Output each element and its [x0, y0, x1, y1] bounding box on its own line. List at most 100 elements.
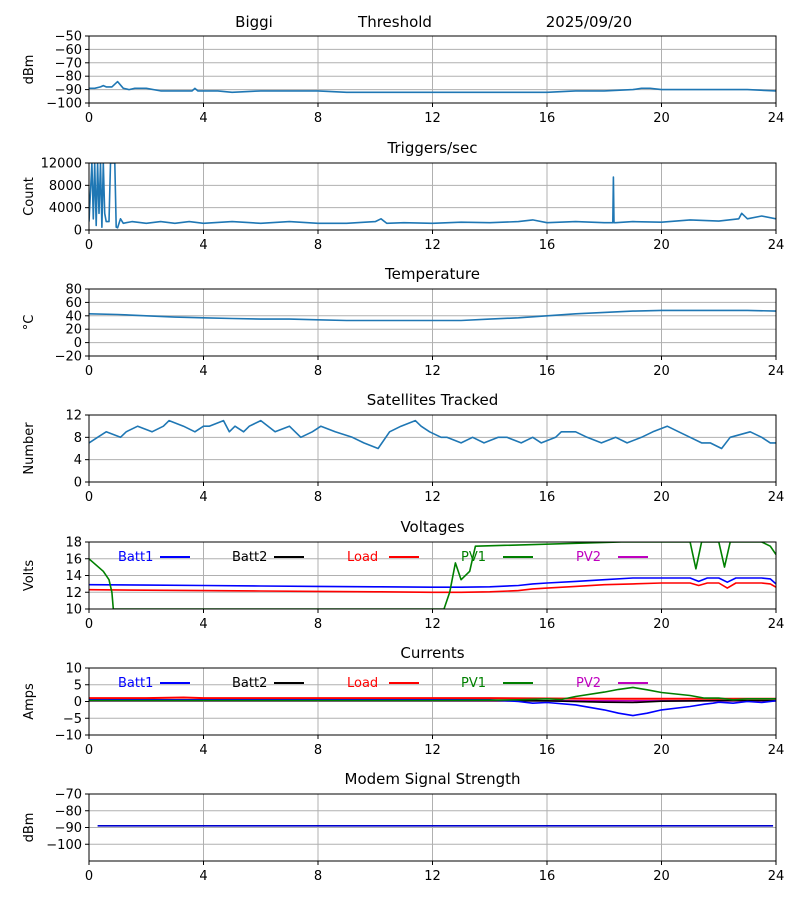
- x-tick-label: 4: [199, 490, 207, 505]
- chart-title: Modem Signal Strength: [345, 770, 521, 788]
- y-tick-label: −70: [55, 56, 82, 71]
- x-tick-label: 8: [314, 490, 322, 505]
- y-tick-label: −100: [46, 838, 82, 853]
- x-tick-label: 20: [653, 364, 670, 379]
- legend-label-pv1: PV1: [461, 676, 486, 691]
- chart-title: Currents: [400, 644, 464, 662]
- chart-satellites: 0 4 8 12 16 20 24 0 4 8 12 Satellites Tracked Number: [22, 391, 784, 505]
- header-station: Biggi: [235, 13, 273, 31]
- x-tick-label: 4: [199, 869, 207, 884]
- x-tick-label: 20: [653, 490, 670, 505]
- x-tick-label: 8: [314, 238, 322, 253]
- x-tick-label: 16: [539, 111, 556, 126]
- y-axis-label: dBm: [22, 813, 37, 843]
- x-tick-label: 8: [314, 364, 322, 379]
- x-tick-label: 24: [768, 743, 785, 758]
- x-tick-label: 24: [768, 869, 785, 884]
- x-tick-label: 20: [653, 617, 670, 632]
- legend-label-batt1: Batt1: [118, 550, 153, 565]
- y-tick-label: 12: [65, 586, 82, 601]
- x-tick-label: 0: [85, 364, 93, 379]
- x-tick-label: 0: [85, 490, 93, 505]
- y-tick-label: −80: [55, 70, 82, 85]
- chart-title: Voltages: [400, 518, 464, 536]
- y-tick-label: 0: [74, 336, 82, 351]
- x-tick-label: 12: [424, 238, 441, 253]
- y-axis-label: Count: [22, 177, 37, 216]
- chart-currents: 0 4 8 12 16 20 24 −10 −5 0 510 Currents Amps Batt1 Bat…: [22, 644, 784, 758]
- y-tick-label: 12: [65, 409, 82, 424]
- y-tick-label: 40: [65, 309, 82, 324]
- x-tick-label: 12: [424, 617, 441, 632]
- series-line-batt1: [89, 577, 776, 589]
- y-tick-label: 8000: [49, 179, 82, 194]
- x-tick-label: 4: [199, 743, 207, 758]
- x-tick-label: 20: [653, 743, 670, 758]
- legend-label-pv1: PV1: [461, 550, 486, 565]
- series-line-threshold: [89, 80, 776, 94]
- x-tick-label: 24: [768, 364, 785, 379]
- legend-label-pv2: PV2: [576, 676, 601, 691]
- y-tick-label: 60: [65, 296, 82, 311]
- series-group: [89, 686, 776, 717]
- y-tick-label: 0: [74, 224, 82, 239]
- x-tick-label: 16: [539, 238, 556, 253]
- x-tick-label: 24: [768, 490, 785, 505]
- x-tick-label: 8: [314, 617, 322, 632]
- series-group: [89, 309, 776, 322]
- y-tick-label: −10: [55, 729, 82, 744]
- x-tick-label: 16: [539, 364, 556, 379]
- y-tick-label: 16: [65, 552, 82, 567]
- x-tick-label: 12: [424, 364, 441, 379]
- series-line-load: [89, 696, 776, 700]
- x-tick-label: 24: [768, 111, 785, 126]
- legend-label-batt2: Batt2: [232, 676, 267, 691]
- y-tick-label: 0: [74, 476, 82, 491]
- legend-label-batt1: Batt1: [118, 676, 153, 691]
- y-axis-label: °C: [22, 315, 37, 331]
- x-tick-label: 0: [85, 617, 93, 632]
- y-tick-label: −50: [55, 30, 82, 45]
- x-tick-label: 20: [653, 869, 670, 884]
- series-line-load: [89, 582, 776, 594]
- y-tick-label: 8: [74, 431, 82, 446]
- x-tick-label: 16: [539, 617, 556, 632]
- x-tick-label: 4: [199, 364, 207, 379]
- x-tick-label: 16: [539, 869, 556, 884]
- x-tick-label: 20: [653, 111, 670, 126]
- y-axis-label: Amps: [22, 683, 37, 720]
- x-tick-label: 24: [768, 238, 785, 253]
- header-mode: Threshold: [357, 13, 432, 31]
- x-tick-label: 16: [539, 490, 556, 505]
- x-tick-label: 12: [424, 869, 441, 884]
- series-group: [89, 80, 776, 94]
- series-group: [89, 419, 776, 450]
- x-tick-label: 0: [85, 869, 93, 884]
- x-tick-label: 0: [85, 743, 93, 758]
- series-line-triggers: [89, 163, 776, 229]
- y-axis-label: dBm: [22, 55, 37, 85]
- x-tick-label: 24: [768, 617, 785, 632]
- y-tick-label: −70: [55, 788, 82, 803]
- chart-title: Triggers/sec: [387, 139, 478, 157]
- x-tick-label: 12: [424, 743, 441, 758]
- x-tick-label: 4: [199, 111, 207, 126]
- y-tick-label: 10: [65, 603, 82, 618]
- y-tick-label: −60: [55, 43, 82, 58]
- y-tick-label: 4000: [49, 201, 82, 216]
- chart-triggers: 0 4 8 12 16 20 24 0 4000 8000 12000 Triggers/sec Cou…: [22, 139, 784, 253]
- x-tick-label: 0: [85, 238, 93, 253]
- legend-label-load: Load: [347, 550, 378, 565]
- x-tick-label: 0: [85, 111, 93, 126]
- y-tick-label: 5: [74, 678, 82, 693]
- y-tick-label: −80: [55, 804, 82, 819]
- header-date: 2025/09/20: [546, 13, 632, 31]
- series-line-temperature: [89, 309, 776, 322]
- x-tick-label: 8: [314, 111, 322, 126]
- y-tick-label: 14: [65, 569, 82, 584]
- y-tick-label: −90: [55, 83, 82, 98]
- y-axis-label: Volts: [22, 560, 37, 592]
- x-tick-label: 12: [424, 111, 441, 126]
